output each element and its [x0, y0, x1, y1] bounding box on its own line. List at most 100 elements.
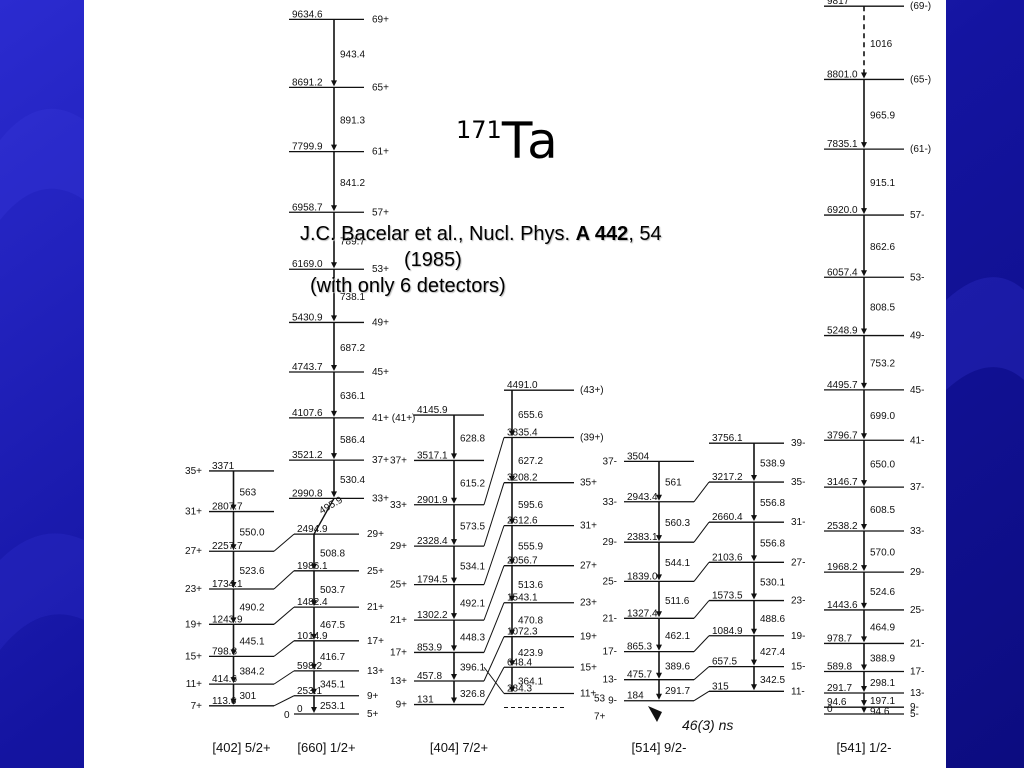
band-660-upper-gamma-4-label: 738.1: [340, 292, 365, 303]
band-404-energy-0: 4145.9: [417, 405, 448, 416]
band-404-spin-4: 25+: [390, 580, 407, 591]
band-660-energy-4: 598.2: [297, 661, 322, 672]
band-label-404: [404] 7/2+: [430, 740, 488, 755]
band-514-spin-5: 17-: [603, 647, 617, 658]
band-660-upper-gamma-6-label: 636.1: [340, 391, 365, 402]
band-660-upper-energy-7: 4107.6: [292, 408, 323, 419]
band-404-gamma-5-label: 448.3: [460, 632, 485, 643]
band-404-cross-5: [483, 636, 505, 682]
band-404b-gamma-6-label: 423.9: [518, 648, 543, 659]
band-660-gamma-2-arrowhead: [311, 633, 317, 640]
band-404b-energy-3: 2612.6: [507, 516, 538, 527]
band-404-gamma-2-arrowhead: [451, 539, 457, 546]
band-514-gamma-0-arrowhead: [656, 494, 662, 501]
band-541-energy-13: 589.8: [827, 661, 852, 672]
band-514-cross-6: [693, 690, 710, 702]
band-404b-gamma-2-arrowhead: [509, 518, 515, 525]
band-541-gamma-12-arrowhead: [861, 664, 867, 671]
band-541-gamma-7-label: 650.0: [870, 460, 895, 471]
band-514b-energy-1: 3217.2: [712, 472, 743, 483]
band-514-spin-6: 13-: [603, 675, 617, 686]
citation-volume: A 442: [575, 223, 629, 245]
band-404-energy-8: 131: [417, 695, 434, 706]
band-404-spin-3: 29+: [390, 541, 407, 552]
band-404-cross-3: [483, 565, 505, 621]
band-514-gamma-0-label: 561: [665, 478, 682, 489]
band-404-spin-7: 13+: [390, 676, 407, 687]
band-404-gamma-53: 53: [594, 694, 606, 705]
level-scheme: 3371 35+ 2807.7 31+ 2257.7 27+ 1734.1 23+ 1243.9…: [185, 0, 931, 755]
band-402-gamma-5-label: 384.2: [240, 666, 265, 677]
band-660-gamma-4-label: 345.1: [320, 679, 345, 690]
band-514b-energy-2: 2660.4: [712, 512, 743, 523]
band-660-gamma-4-arrowhead: [311, 688, 317, 695]
band-660-upper-energy-3: 6958.7: [292, 202, 323, 213]
band-404b-gamma-1-label: 627.2: [518, 456, 543, 467]
band-404b-gamma-3-label: 555.9: [518, 542, 543, 553]
band-541-gamma-4-arrowhead: [861, 328, 867, 335]
band-541-gamma-6-arrowhead: [861, 433, 867, 440]
band-541-gamma-10-label: 524.6: [870, 587, 895, 598]
band-402-spin-6: 11+: [186, 679, 202, 690]
band-514-gamma-6-arrowhead: [656, 693, 662, 700]
band-541-energy-14: 291.7: [827, 683, 852, 694]
band-514-energy-0: 3504: [627, 451, 650, 462]
band-541-energy-11: 1443.6: [827, 600, 858, 611]
band-514b-spin-3: 27-: [791, 557, 805, 568]
band-541-gamma-15-arrowhead: [861, 707, 867, 713]
band-660-spin-6: 5+: [367, 709, 379, 720]
band-541-energy-3: 6920.0: [827, 205, 858, 216]
band-514-gamma-2-label: 544.1: [665, 558, 690, 569]
band-404b-energy-4: 2056.7: [507, 556, 538, 567]
band-514-gamma-4-arrowhead: [656, 644, 662, 651]
band-541-spin-5: 49-: [910, 331, 924, 342]
band-514b-spin-0: 39-: [791, 438, 805, 449]
band-660-gamma-0-label: 508.8: [320, 548, 345, 559]
band-402-gamma-3-label: 490.2: [240, 603, 265, 614]
band-514-spin-3: 25-: [603, 576, 617, 587]
band-404b-energy-2: 3208.2: [507, 473, 538, 484]
band-541-energy-5: 5248.9: [827, 326, 858, 337]
band-660-upper-gamma-5-arrowhead: [331, 364, 337, 371]
band-402-gamma-6-label: 301: [240, 691, 257, 702]
band-514b-gamma-4-arrowhead: [751, 628, 757, 635]
band-660-upper-energy-6: 4743.7: [292, 362, 323, 373]
band-514b-spin-6: 15-: [791, 662, 805, 673]
isomer-label: 46(3) ns: [682, 717, 733, 733]
band-541-energy-12: 978.7: [827, 633, 852, 644]
band-660-gamma-0-arrowhead: [311, 563, 317, 570]
band-402-energy-5: 798.8: [212, 646, 237, 657]
band-514-spin-0: 37-: [603, 456, 617, 467]
band-541-gamma-14-arrowhead: [861, 700, 867, 707]
band-404-gamma-0-arrowhead: [451, 453, 457, 460]
nucleus-mass-number: 171: [456, 116, 502, 144]
band-402-energy-1: 2807.7: [212, 502, 243, 513]
band-514b-energy-4: 1573.5: [712, 591, 743, 602]
band-514-gamma-1-label: 560.3: [665, 518, 690, 529]
band-514-energy-7: 184: [627, 691, 644, 702]
band-404b-gamma-2-label: 595.6: [518, 500, 543, 511]
band-660-link-arrow: [313, 498, 335, 535]
band-514-spin-4: 21-: [603, 613, 617, 624]
band-660-upper-gamma-7-label: 586.4: [340, 435, 365, 446]
band-541-spin-3: 57-: [910, 210, 924, 221]
band-541-gamma-15-label: 94.6: [870, 707, 890, 718]
band-404-gamma-1-label: 615.2: [460, 479, 485, 490]
band-660-upper-spin-4: 53+: [372, 264, 389, 275]
band-402-gamma-4-label: 445.1: [240, 636, 265, 647]
band-541-spin-15: 9-: [910, 702, 919, 713]
band-660-gamma-3-label: 416.7: [320, 652, 345, 663]
band-541-spin-8: 37-: [910, 482, 924, 493]
band-660-upper-spin-2: 61+: [372, 147, 389, 158]
band-514-gamma-3-arrowhead: [656, 611, 662, 618]
band-541-spin-11: 25-: [910, 605, 924, 616]
band-541-gamma-6-label: 699.0: [870, 411, 895, 422]
band-514-cross-0: [693, 481, 710, 503]
band-404b-spin-7: 15+: [580, 662, 597, 673]
band-660-upper-spin-7: 41+ (41+): [372, 413, 415, 424]
band-514-energy-3: 1839.0: [627, 571, 658, 582]
band-514-energy-2: 2383.1: [627, 532, 658, 543]
band-660-spin-1: 25+: [367, 566, 384, 577]
band-541-gamma-10-arrowhead: [861, 602, 867, 609]
band-541-spin-0: (69-): [910, 1, 931, 12]
